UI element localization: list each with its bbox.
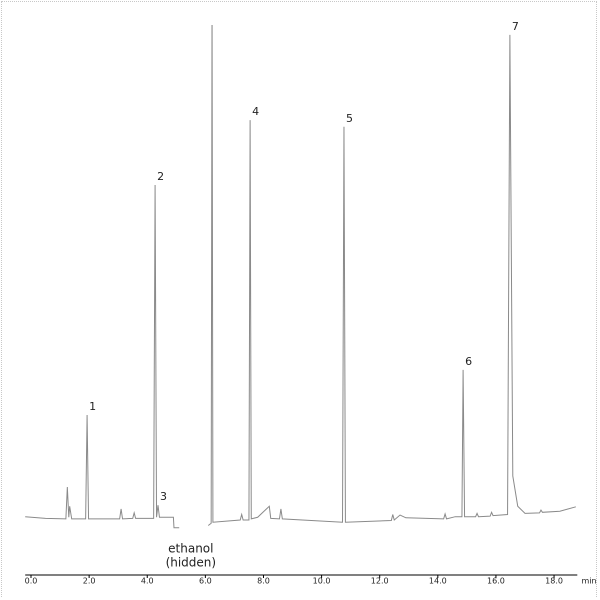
x-tick-label: 10.0 [313,577,331,586]
peak-label: 1 [89,400,96,413]
x-tick-label: 16.0 [487,577,505,586]
x-tick-label: 4.0 [141,577,154,586]
x-axis-label: min [581,577,596,586]
peak-label: 4 [252,105,259,118]
x-tick-label: 2.0 [83,577,96,586]
x-tick-label: 0.0 [25,577,38,586]
x-tick-label: 14.0 [429,577,447,586]
x-tick-label: 18.0 [545,577,563,586]
peak-label: 7 [512,20,519,33]
x-tick-label: 12.0 [371,577,389,586]
peak-label: 3 [160,490,167,503]
annotation: (hidden) [166,555,217,569]
peak-label: 5 [346,112,353,125]
peak-label: 2 [157,170,164,183]
x-tick-label: 8.0 [257,577,270,586]
annotation: ethanol [168,541,213,555]
peak-label: 6 [465,355,472,368]
chromatogram-trace [25,25,576,529]
x-tick-label: 6.0 [199,577,212,586]
